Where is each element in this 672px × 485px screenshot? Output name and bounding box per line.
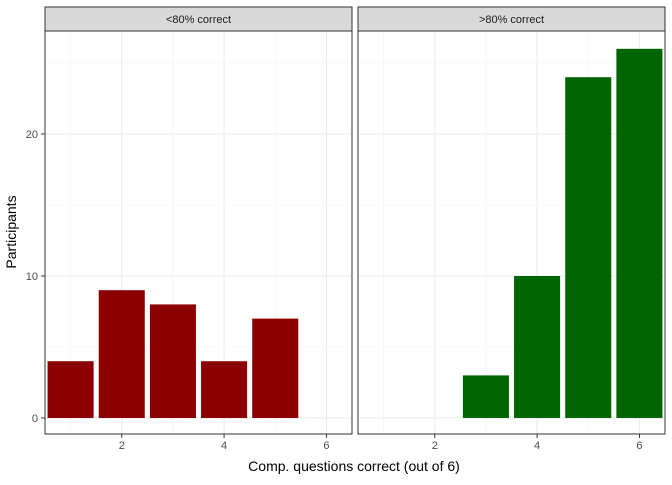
panel-background [358,31,665,434]
x-tick-label: 6 [323,440,329,452]
bar [149,304,196,418]
y-tick-label: 20 [26,129,38,141]
facet-strip [357,6,666,32]
facet-strip-label: <80% correct [166,14,231,26]
panel-1: <80% correct 2 4 6 [44,6,353,452]
panel-background [45,31,352,434]
bar [98,290,145,418]
x-tick-label: 2 [119,440,125,452]
x-tick-label: 4 [534,440,540,452]
y-tick-label: 0 [32,413,38,425]
x-tick-label: 6 [636,440,642,452]
bar [462,375,509,418]
x-axis-title: Comp. questions correct (out of 6) [248,458,460,474]
bar [252,318,299,418]
bar [201,361,248,418]
y-tick-label: 10 [26,271,38,283]
facet-strip [44,6,353,32]
bar [47,361,94,418]
bar [514,276,561,418]
panel-2: >80% correct 2 4 6 [357,6,666,452]
bar [565,77,612,418]
y-axis-title: Participants [3,195,19,268]
x-tick-label: 2 [432,440,438,452]
x-tick-label: 4 [221,440,227,452]
facet-strip-label: >80% correct [479,14,544,26]
bar [616,48,663,419]
